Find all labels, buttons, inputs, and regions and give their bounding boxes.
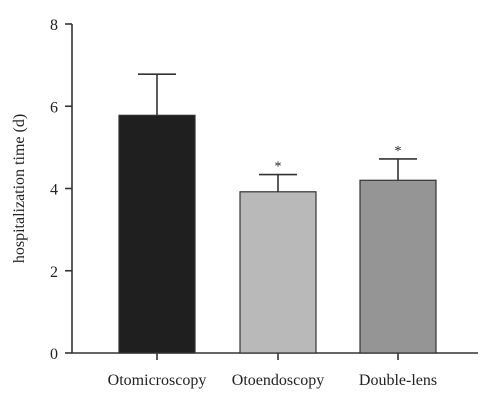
bars [118, 114, 437, 354]
y-tick-label: 6 [50, 99, 58, 116]
y-tick-label: 0 [50, 346, 58, 363]
significance-star: * [395, 144, 402, 159]
x-tick-label: Otomicroscopy [108, 372, 207, 389]
significance-annotations: ** [275, 144, 402, 175]
y-axis-title: hospitalization time (d) [11, 114, 28, 263]
bar-otoendoscopy [239, 191, 317, 354]
x-axis: Otomicroscopy Otoendoscopy Double-lens [72, 352, 478, 389]
x-tick-label: Otoendoscopy [232, 372, 324, 389]
significance-star: * [275, 160, 282, 175]
bar-otomicroscopy [118, 114, 196, 354]
y-tick-label: 8 [50, 17, 58, 34]
error-bars [138, 73, 417, 192]
y-tick-label: 4 [50, 182, 58, 199]
bar-double-lens [359, 179, 437, 354]
x-tick-label: Double-lens [359, 372, 437, 389]
y-tick-label: 2 [50, 264, 58, 281]
y-axis: 0 2 4 6 8 [50, 17, 73, 363]
